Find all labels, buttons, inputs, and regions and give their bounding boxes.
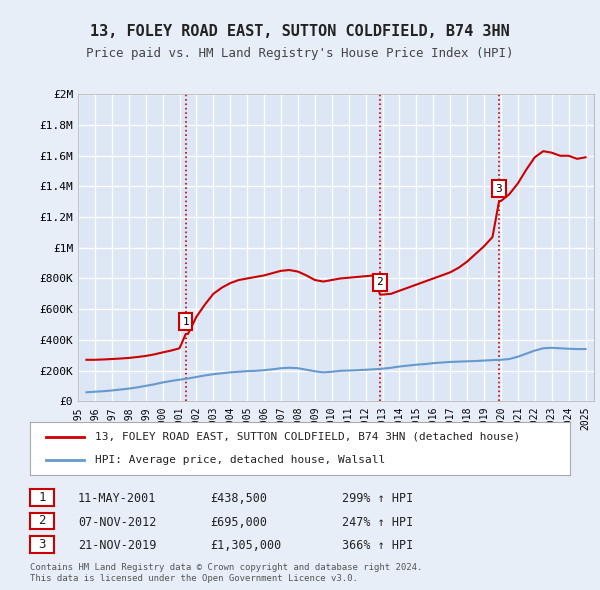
Text: 13, FOLEY ROAD EAST, SUTTON COLDFIELD, B74 3HN (detached house): 13, FOLEY ROAD EAST, SUTTON COLDFIELD, B… — [95, 432, 520, 442]
Text: 2: 2 — [377, 277, 383, 287]
Text: Contains HM Land Registry data © Crown copyright and database right 2024.
This d: Contains HM Land Registry data © Crown c… — [30, 563, 422, 583]
Text: £438,500: £438,500 — [210, 492, 267, 505]
Text: 3: 3 — [38, 538, 46, 551]
Text: 1: 1 — [182, 317, 189, 327]
Text: 21-NOV-2019: 21-NOV-2019 — [78, 539, 157, 552]
Text: 299% ↑ HPI: 299% ↑ HPI — [342, 492, 413, 505]
Text: HPI: Average price, detached house, Walsall: HPI: Average price, detached house, Wals… — [95, 455, 385, 465]
Text: 366% ↑ HPI: 366% ↑ HPI — [342, 539, 413, 552]
Text: 07-NOV-2012: 07-NOV-2012 — [78, 516, 157, 529]
Text: 247% ↑ HPI: 247% ↑ HPI — [342, 516, 413, 529]
Text: 3: 3 — [496, 183, 502, 194]
Text: 2: 2 — [38, 514, 46, 527]
Text: Price paid vs. HM Land Registry's House Price Index (HPI): Price paid vs. HM Land Registry's House … — [86, 47, 514, 60]
Text: £695,000: £695,000 — [210, 516, 267, 529]
Text: 11-MAY-2001: 11-MAY-2001 — [78, 492, 157, 505]
Text: 13, FOLEY ROAD EAST, SUTTON COLDFIELD, B74 3HN: 13, FOLEY ROAD EAST, SUTTON COLDFIELD, B… — [90, 24, 510, 38]
Text: 1: 1 — [38, 491, 46, 504]
Text: £1,305,000: £1,305,000 — [210, 539, 281, 552]
